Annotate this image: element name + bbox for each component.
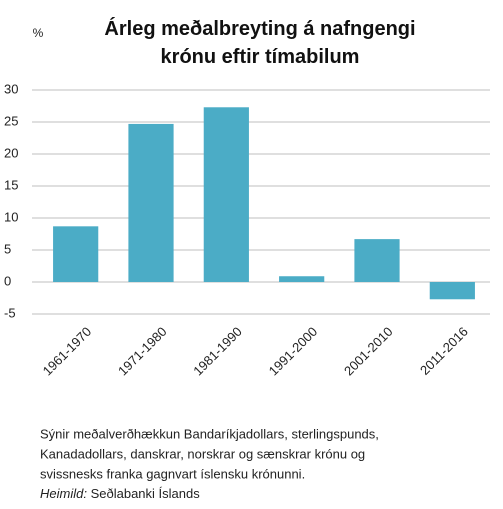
y-tick-label: 25: [4, 113, 18, 128]
bar: [203, 107, 249, 282]
chart-title: krónu eftir tímabilum: [161, 46, 360, 68]
x-tick-label: 1981-1990: [190, 324, 245, 379]
y-tick-label: 15: [4, 177, 18, 192]
y-tick-label: 20: [4, 145, 18, 160]
y-axis-label: %: [33, 26, 44, 40]
caption-line: svissnesks franka gagnvart íslensku krón…: [40, 466, 305, 481]
bar: [53, 226, 99, 282]
caption-source: Heimild: Seðlabanki Íslands: [40, 486, 200, 501]
bar: [354, 239, 400, 282]
bar: [128, 123, 174, 282]
caption-line: Sýnir meðalverðhækkun Bandaríkjadollars,…: [40, 426, 379, 441]
caption-line: Kanadadollars, danskrar, norskrar og sæn…: [40, 446, 365, 461]
y-tick-label: 5: [4, 241, 11, 256]
x-tick-label: 2011-2016: [417, 324, 471, 378]
title-line: krónu eftir tímabilum: [161, 46, 360, 68]
x-tick-label: 1961-1970: [40, 324, 95, 379]
bar: [279, 276, 325, 282]
chart-title: Árleg meðalbreyting á nafngengi: [104, 17, 415, 40]
x-tick-label: 1971-1980: [115, 324, 170, 379]
x-tick-label: 2001-2010: [341, 324, 396, 379]
y-tick-label: 10: [4, 209, 18, 224]
bar: [429, 282, 475, 300]
y-tick-label: -5: [4, 305, 16, 320]
source-label: Heimild:: [40, 486, 87, 501]
source: Seðlabanki Íslands: [91, 486, 201, 501]
y-tick-label: 30: [4, 81, 18, 96]
x-tick-label: 1991-2000: [266, 324, 321, 379]
title-line: Árleg meðalbreyting á nafngengi: [104, 17, 415, 40]
y-tick-label: 0: [4, 273, 11, 288]
